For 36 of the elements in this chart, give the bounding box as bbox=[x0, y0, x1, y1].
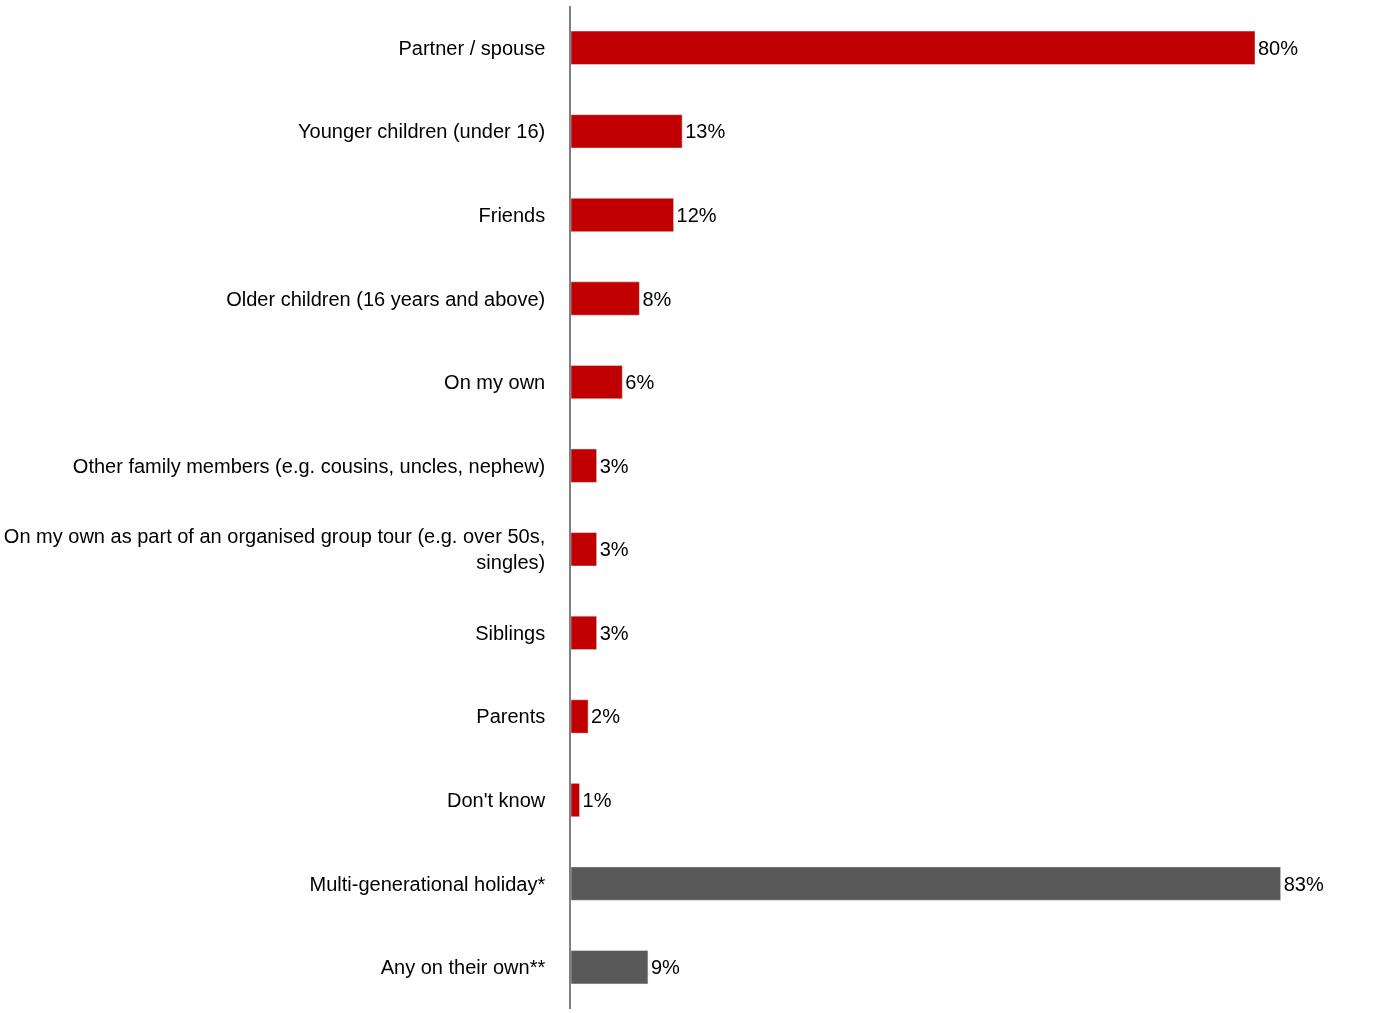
data-label: 2% bbox=[591, 705, 621, 728]
y-tick-label: Partner / spouse bbox=[398, 36, 546, 59]
y-tick-label: Don't know bbox=[446, 789, 546, 812]
bar bbox=[571, 365, 623, 400]
y-tick-label: Friends bbox=[478, 203, 546, 226]
data-label: 3% bbox=[599, 621, 629, 644]
y-tick-label: Younger children (under 16) bbox=[298, 120, 546, 143]
bar bbox=[571, 950, 649, 985]
data-label: 83% bbox=[1283, 872, 1324, 895]
data-label: 80% bbox=[1258, 36, 1299, 59]
data-label: 1% bbox=[582, 789, 612, 812]
y-tick-label: Other family members (e.g. cousins, uncles, nephew) bbox=[72, 454, 546, 477]
data-label: 6% bbox=[625, 371, 655, 394]
data-label: 12% bbox=[676, 203, 717, 226]
y-tick-label: Multi-generational holiday* bbox=[309, 872, 546, 895]
data-label: 3% bbox=[599, 538, 629, 561]
y-tick-label: On my own as part of an organised group tour (e.g. over 50s, singles) bbox=[3, 525, 546, 574]
y-tick-label: Any on their own** bbox=[380, 956, 546, 979]
bar bbox=[571, 532, 597, 567]
y-tick-label: Parents bbox=[476, 705, 546, 728]
bar bbox=[571, 615, 597, 650]
bar bbox=[571, 281, 640, 316]
data-label: 13% bbox=[685, 120, 726, 143]
bar bbox=[571, 197, 674, 232]
data-label: 9% bbox=[650, 956, 681, 979]
bar bbox=[571, 30, 1256, 65]
bar bbox=[571, 866, 1281, 901]
y-tick-label: Older children (16 years and above) bbox=[226, 287, 546, 310]
y-tick-label: Siblings bbox=[475, 621, 546, 644]
data-label: 8% bbox=[642, 287, 672, 310]
bar bbox=[571, 783, 580, 818]
y-tick-label: On my own bbox=[444, 371, 546, 394]
data-label: 3% bbox=[599, 454, 629, 477]
bar bbox=[571, 448, 597, 483]
bar bbox=[571, 699, 589, 734]
bar bbox=[571, 114, 683, 149]
